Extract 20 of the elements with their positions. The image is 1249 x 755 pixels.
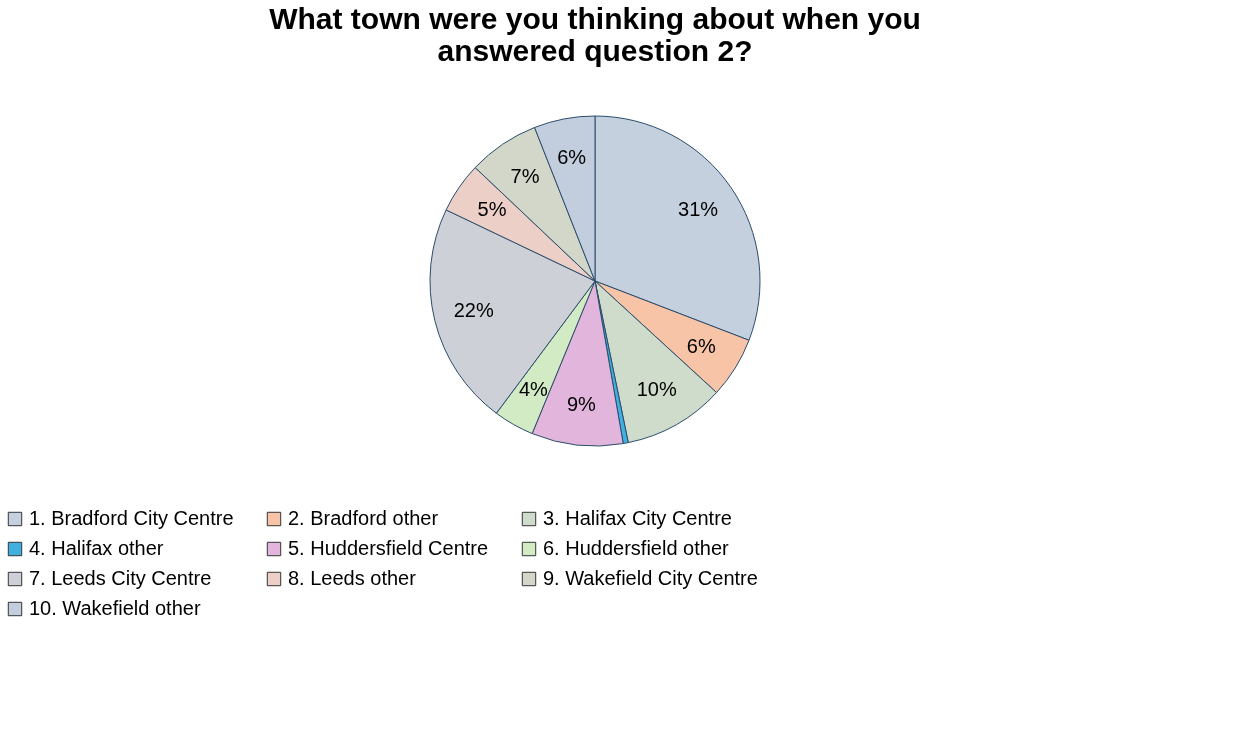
data-label: 6% [557,146,587,169]
legend-label: 3. Halifax City Centre [543,507,732,529]
chart-title: What town were you thinking about when you answered question 2? [269,2,921,67]
data-label: 7% [510,165,540,188]
data-label: 31% [678,198,719,221]
data-label: 10% [636,377,677,400]
legend-label: 1. Bradford City Centre [29,507,234,529]
data-label: 4% [518,377,549,400]
legend-label: 6. Huddersfield other [543,537,729,559]
data-label: 9% [566,393,597,416]
data-label: 6% [686,334,716,357]
data-label: 22% [453,298,494,321]
legend-label: 4. Halifax other [29,537,164,559]
data-label: 5% [477,198,507,221]
legend-label: 2. Bradford other [288,507,439,529]
legend-label: 5. Huddersfield Centre [288,537,489,559]
legend-label: 8. Leeds other [288,567,417,589]
legend-label: 9. Wakefield City Centre [543,567,758,589]
legend-label: 7. Leeds City Centre [29,567,212,589]
legend-label: 10. Wakefield other [29,597,201,619]
